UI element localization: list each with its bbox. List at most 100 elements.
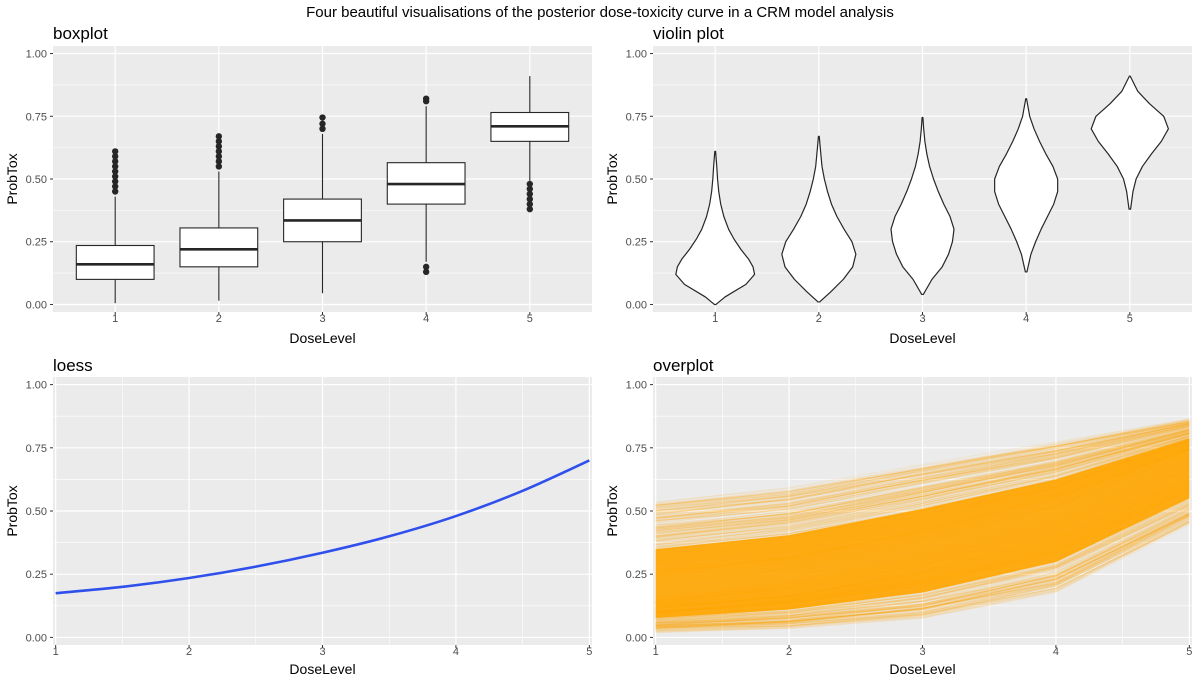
overplot-line [655, 435, 1190, 547]
overplot-line [655, 431, 1190, 532]
x-tick-label: 1 [53, 646, 59, 658]
overplot-title: overplot [653, 356, 714, 375]
overplot-line [655, 512, 1190, 626]
overplot-line [655, 424, 1190, 517]
overplot-line [655, 510, 1190, 627]
overplot-line [655, 435, 1190, 549]
overplot-line [655, 423, 1190, 512]
overplot-line [655, 520, 1190, 631]
overplot-line [655, 516, 1190, 627]
overplot-line [655, 433, 1190, 537]
x-tick-label: 4 [1023, 313, 1029, 325]
overplot-line [655, 514, 1190, 629]
overplot-line [655, 514, 1190, 628]
overplot-line [655, 423, 1190, 515]
overplot-line [655, 513, 1190, 627]
overplot-line [655, 425, 1190, 522]
x-axis-title: DoseLevel [889, 661, 955, 677]
box-outlier [422, 263, 430, 271]
overplot-line [655, 422, 1190, 509]
x-axis-title: DoseLevel [289, 330, 355, 346]
overplot-line [655, 435, 1190, 544]
overplot-line [655, 499, 1190, 619]
overplot-line [655, 512, 1190, 626]
overplot-line [655, 522, 1190, 634]
violin [781, 135, 857, 303]
box-outlier [111, 148, 119, 155]
overplot-line [655, 419, 1190, 505]
overplot-line [655, 433, 1190, 538]
overplot-line [655, 423, 1190, 512]
overplot-line [655, 514, 1190, 627]
overplot-line [655, 432, 1190, 534]
overplot-line [655, 435, 1190, 546]
overplot-line [655, 435, 1190, 545]
overplot-line [655, 422, 1190, 514]
overplot-line [655, 503, 1190, 621]
overplot-line [655, 506, 1190, 625]
overplot-line [655, 428, 1190, 530]
box-outlier [526, 185, 534, 193]
overplot-line [655, 502, 1190, 620]
x-tick-label: 2 [186, 646, 192, 658]
overplot-line [655, 430, 1190, 529]
box-outlier [526, 180, 534, 188]
x-tick-label: 4 [1053, 646, 1059, 658]
overplot-line [655, 423, 1190, 516]
box-outlier [422, 95, 430, 102]
overplot-line [655, 429, 1190, 529]
overplot-line [655, 506, 1190, 624]
overplot-line [655, 433, 1190, 542]
y-tick-label: 0.25 [26, 237, 47, 249]
overplot-line [655, 420, 1190, 508]
overplot-line [655, 421, 1190, 511]
overplot-line [655, 512, 1190, 627]
x-tick-label: 3 [319, 313, 325, 325]
box-outlier [422, 268, 430, 276]
figure-title: Four beautiful visualisations of the pos… [306, 4, 894, 21]
x-tick-label: 1 [712, 313, 718, 325]
box-outlier [215, 163, 223, 170]
x-tick-label: 3 [319, 646, 325, 658]
overplot-line [655, 424, 1190, 521]
overplot-line [655, 501, 1190, 621]
x-tick-label: 3 [919, 646, 925, 658]
overplot-line [655, 514, 1190, 629]
overplot-line [655, 426, 1190, 520]
overplot-line [655, 432, 1190, 535]
box-outlier [526, 200, 534, 208]
overplot-line [655, 420, 1190, 506]
overplot-line [655, 500, 1190, 620]
y-axis-title: ProbTox [604, 485, 620, 536]
x-tick-label: 5 [1127, 313, 1133, 325]
overplot-line [655, 507, 1190, 626]
overplot-line [655, 515, 1190, 629]
overplot-line [655, 430, 1190, 531]
overplot-line [655, 420, 1190, 509]
overplot-line [655, 433, 1190, 538]
overplot-line [655, 516, 1190, 628]
overplot-line [655, 432, 1190, 539]
y-tick-label: 0.75 [26, 443, 47, 455]
overplot-line [655, 503, 1190, 622]
overplot-line [655, 427, 1190, 521]
y-axis-title: ProbTox [4, 485, 20, 536]
overplot-line [655, 514, 1190, 626]
y-tick-label: 1.00 [626, 49, 647, 61]
overplot-line [655, 524, 1190, 632]
y-tick-label: 0.00 [626, 299, 647, 311]
overplot-line [655, 434, 1190, 541]
overplot-line [655, 437, 1190, 546]
overplot-line [655, 512, 1190, 625]
x-tick-label: 2 [816, 313, 822, 325]
violin-title: violin plot [653, 24, 724, 43]
overplot-line [655, 419, 1190, 508]
overplot-line [655, 508, 1190, 623]
y-tick-label: 0.50 [26, 506, 47, 518]
box-outlier [111, 168, 119, 175]
boxplot-panel: 0.00 0.25 0.50 0.75 1.00 1 2 3 4 5 DoseLevel ProbTo… [4, 46, 592, 346]
overplot-line [655, 421, 1190, 508]
overplot-line [655, 424, 1190, 519]
overplot-line [655, 513, 1190, 626]
overplot-line [655, 430, 1190, 534]
